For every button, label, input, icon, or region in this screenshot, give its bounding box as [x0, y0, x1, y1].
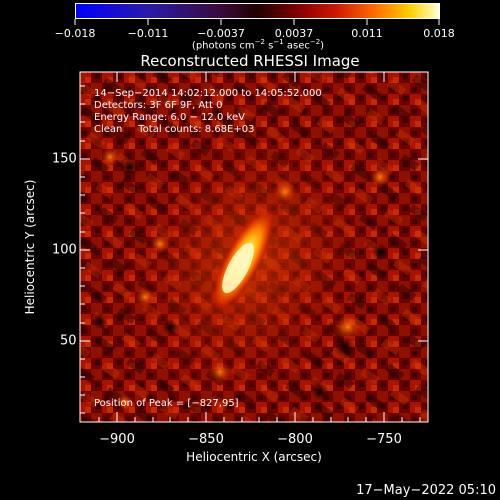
colorbar-ticks	[74, 19, 440, 25]
x-tick-label: −850	[188, 432, 224, 447]
y-tick-label: 100	[52, 242, 77, 258]
colorbar-tick-label: −0.0037	[197, 27, 245, 40]
colorbar-tick-label: −0.011	[127, 27, 169, 40]
y-axis-label: Heliocentric Y (arcsec)	[23, 179, 37, 315]
colorbar-units: (photons cm−2 s−1 asec−2)	[191, 38, 325, 52]
colorbar	[75, 3, 440, 19]
x-tick-label: −750	[366, 432, 402, 447]
peak-position-label: Position of Peak = [−827,95]	[94, 398, 239, 409]
image-annotations: 14−Sep−2014 14:02:12.000 to 14:05:52.000…	[94, 88, 322, 136]
y-tick-label: 150	[52, 151, 77, 167]
detectors-label: Detectors: 3F 6F 9F, Att 0	[94, 100, 223, 111]
colorbar-tick-label: 0.0037	[274, 27, 314, 40]
time-range-label: 14−Sep−2014 14:02:12.000 to 14:05:52.000	[94, 88, 322, 99]
clean-counts-label: Clean Total counts: 8.68E+03	[94, 124, 255, 135]
x-tick-label: −800	[277, 432, 313, 447]
render-timestamp: 17−May−2022 05:10	[356, 483, 496, 498]
plot-title: Reconstructed RHESSI Image	[140, 52, 360, 70]
x-axis-label: Heliocentric X (arcsec)	[186, 450, 322, 464]
y-tick-label: 50	[60, 333, 77, 349]
energy-range-label: Energy Range: 6.0 − 12.0 keV	[94, 112, 245, 123]
colorbar-tick-label: 0.018	[423, 27, 455, 40]
colorbar-tick-label: −0.018	[54, 27, 96, 40]
x-tick-label: −900	[99, 432, 135, 447]
colorbar-tick-label: 0.011	[351, 27, 383, 40]
